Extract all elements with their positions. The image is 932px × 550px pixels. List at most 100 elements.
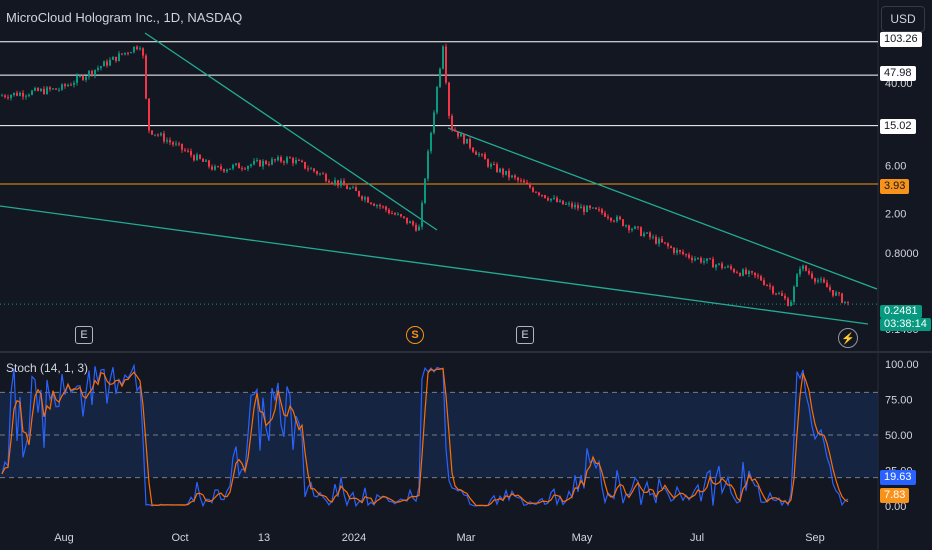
candle-body [130,52,132,54]
candle-body [61,84,63,90]
candle-body [211,166,213,170]
stoch-k-line [1,363,849,508]
candle-body [709,258,711,260]
candle-body [613,220,615,222]
candle-body [163,133,165,142]
candle-body [772,286,774,294]
candle-body [55,88,57,90]
candle-body [430,132,432,152]
currency-button[interactable]: USD [881,6,925,32]
x-tick-label: May [572,532,593,544]
candle-body [295,159,297,164]
candle-body [706,258,708,261]
candle-body [205,160,207,162]
trendline [447,127,878,290]
stoch-d-value-tag: 7.83 [880,488,910,503]
candle-body [820,279,822,281]
candle-body [316,171,318,174]
candle-body [823,279,825,283]
candle-body [700,257,702,263]
candle-body [661,238,663,243]
candle-body [664,242,666,244]
candle-body [193,155,195,161]
candle-body [796,274,798,287]
candle-body [208,160,210,167]
stoch-d-line [1,367,849,507]
candle-body [106,61,108,66]
candle-body [256,160,258,162]
candle-body [832,290,834,296]
candle-body [352,187,354,189]
candle-body [502,168,504,175]
candle-body [172,142,174,145]
y-tick-label: 2.00 [885,208,906,220]
candle-body [718,263,720,265]
candle-body [598,209,600,211]
candle-body [73,82,75,85]
candle-body [202,158,204,162]
candle-body [34,87,36,91]
candle-body [784,295,786,299]
candle-body [157,134,159,136]
y-tick-label: 0.8000 [885,248,919,260]
x-tick-label: Sep [805,532,825,544]
candle-body [178,143,180,145]
candle-body [7,97,9,99]
x-tick-label: 13 [258,532,270,544]
candle-body [115,56,117,62]
candle-body [16,92,18,96]
candle-body [781,293,783,296]
candle-body [520,180,522,182]
earnings-icon[interactable]: E [75,326,93,344]
candle-body [769,285,771,287]
candle-body [286,157,288,163]
candle-body [160,133,162,136]
candle-body [241,168,243,170]
candle-body [787,298,789,306]
candle-body [463,133,465,144]
stoch-tick-label: 75.00 [885,395,913,407]
y-tick-label: 40.00 [885,78,913,90]
candle-body [196,154,198,161]
candle-body [220,166,222,170]
candle-body [391,213,393,215]
candle-body [415,224,417,231]
candle-body [307,168,309,170]
candle-body [346,185,348,190]
candle-body [136,46,138,50]
candle-body [811,273,813,279]
candle-body [751,271,753,273]
candle-body [334,180,336,184]
candle-body [835,292,837,296]
candle-body [838,292,840,294]
candle-body [124,52,126,55]
candle-body [268,163,270,165]
candle-body [457,131,459,137]
candle-body [460,133,462,137]
candle-body [94,69,96,76]
split-icon[interactable]: S [406,326,424,344]
earnings-icon[interactable]: E [516,326,534,344]
x-tick-label: Aug [54,532,74,544]
candle-body [499,168,501,172]
candle-body [46,87,48,95]
candle-body [355,187,357,192]
lightning-icon[interactable]: ⚡ [838,328,858,348]
stoch-indicator-label[interactable]: Stoch (14, 1, 3) [6,361,89,375]
candle-body [541,194,543,196]
candle-body [379,205,381,207]
candle-body [175,143,177,145]
level-tag-3-93: 3.93 [880,179,910,194]
candle-body [538,192,540,195]
candle-body [646,232,648,234]
candle-body [571,203,573,208]
candle-body [625,225,627,227]
level-tag-103: 103.26 [880,32,922,47]
candle-body [1,95,3,97]
candle-body [121,53,123,55]
candle-body [652,236,654,238]
candle-body [667,243,669,247]
candle-body [58,89,60,91]
candle-body [292,157,294,164]
